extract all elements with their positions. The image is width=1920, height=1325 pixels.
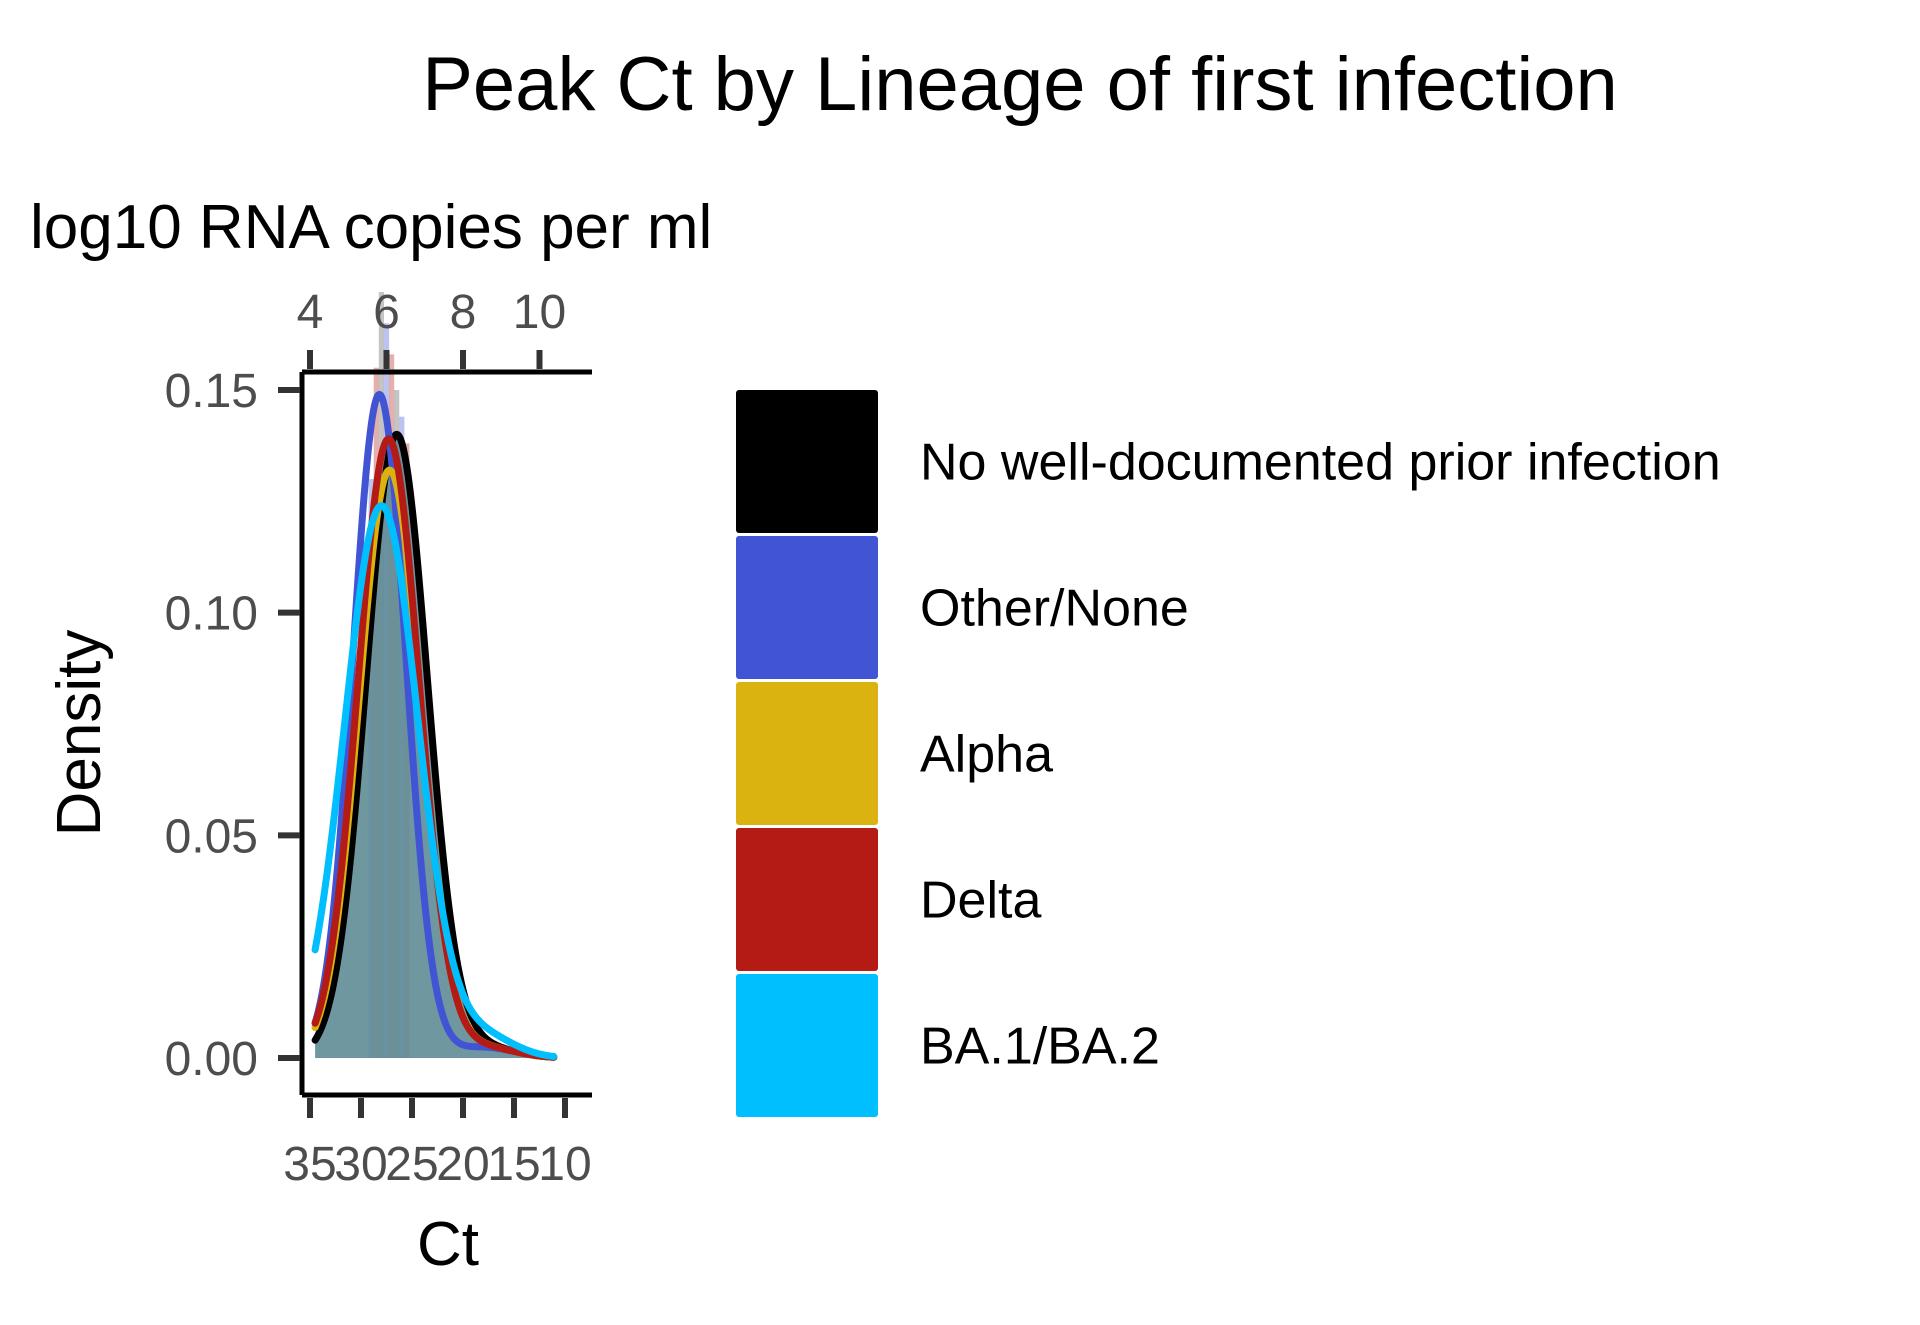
density-curve-4 bbox=[311, 502, 558, 1060]
chart-title: Peak Ct by Lineage of first infection bbox=[422, 42, 1618, 127]
y-tick-label: 0.10 bbox=[165, 588, 258, 641]
secondary-axis-label: log10 RNA copies per ml bbox=[30, 193, 712, 262]
x-tick-label: 15 bbox=[487, 1138, 540, 1191]
x-tick-label: 10 bbox=[538, 1138, 591, 1191]
y-axis-label: Density bbox=[45, 630, 114, 837]
legend-key-3 bbox=[736, 828, 878, 971]
secondary-x-tick-label: 10 bbox=[513, 286, 566, 339]
x-tick-label: 35 bbox=[283, 1138, 336, 1191]
secondary-x-tick-label: 4 bbox=[297, 286, 324, 339]
x-tick-label: 30 bbox=[334, 1138, 387, 1191]
legend-label-2: Alpha bbox=[920, 726, 1053, 784]
x-tick-label: 25 bbox=[385, 1138, 438, 1191]
legend-label-4: BA.1/BA.2 bbox=[920, 1018, 1160, 1076]
legend-label-1: Other/None bbox=[920, 580, 1189, 638]
x-tick-label: 20 bbox=[436, 1138, 489, 1191]
legend-key-1 bbox=[736, 536, 878, 679]
legend-label-3: Delta bbox=[920, 872, 1041, 930]
legend-label-0: No well-documented prior infection bbox=[920, 434, 1721, 492]
y-tick-label: 0.05 bbox=[165, 810, 258, 863]
secondary-x-tick-label: 8 bbox=[450, 286, 477, 339]
y-tick-label: 0.00 bbox=[165, 1033, 258, 1086]
legend-key-0 bbox=[736, 390, 878, 533]
legend-key-2 bbox=[736, 682, 878, 825]
x-axis-label: Ct bbox=[417, 1210, 479, 1279]
plot-area bbox=[311, 292, 558, 1061]
legend: No well-documented prior infection Other/… bbox=[736, 390, 1721, 1117]
y-tick-label: 0.15 bbox=[165, 365, 258, 418]
legend-key-4 bbox=[736, 974, 878, 1117]
secondary-x-tick-label: 6 bbox=[373, 286, 400, 339]
